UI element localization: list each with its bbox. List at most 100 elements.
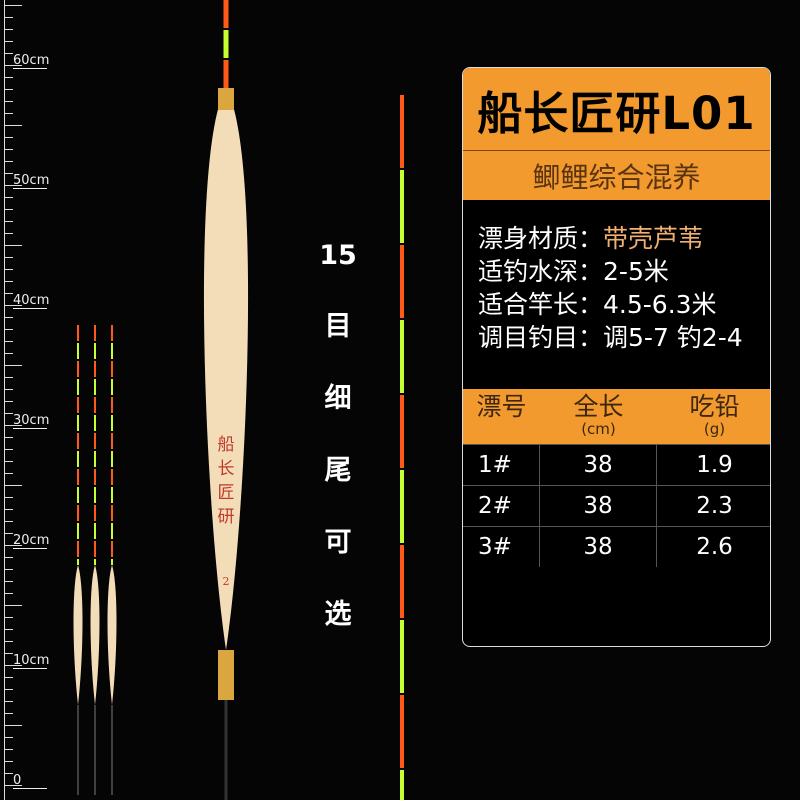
spec-label: 调目钓目：: [478, 323, 604, 352]
ruler-tick: [4, 677, 13, 678]
ruler-tick: [4, 413, 13, 414]
ruler-label: 10cm: [13, 652, 50, 669]
ruler-tick: [4, 233, 13, 234]
ruler-tick: [4, 17, 13, 18]
spec-item: 适合竿长：4.5-6.3米: [478, 288, 770, 321]
spec-item: 适钓水深：2-5米: [478, 255, 770, 288]
header-unit: (g): [703, 420, 726, 438]
ruler-tick: [4, 629, 13, 630]
ruler-tick: [4, 605, 22, 606]
cell: 1.9: [696, 452, 733, 478]
float-gold-band: [218, 650, 234, 700]
ruler-tick: [4, 749, 13, 750]
ruler-tick: [4, 449, 13, 450]
product-title: 船长匠研L01: [463, 68, 770, 151]
ruler-tick: [4, 161, 13, 162]
cell: 3#: [463, 527, 540, 567]
ruler-label-number: 40: [13, 293, 30, 308]
spec-value: 4.5-6.3米: [603, 290, 717, 319]
float-gold-band: [218, 88, 234, 110]
spec-value: 2-5米: [603, 257, 669, 286]
float-marking: 研: [218, 507, 235, 527]
ruler-tick: [4, 545, 22, 546]
ruler-tick: [4, 641, 13, 642]
cell: 38: [540, 486, 657, 526]
ruler-tick: [4, 245, 22, 246]
ruler-label-unit: cm: [29, 173, 50, 188]
ruler-tick: [4, 389, 13, 390]
ruler-tick: [4, 221, 13, 222]
ruler-tick: [4, 113, 13, 114]
ruler-tick: [4, 485, 22, 486]
ruler-tick: [4, 377, 13, 378]
ruler-scale: 0 10cm 20cm 30cm 40cm 50cm 60cm: [0, 0, 150, 800]
side-char: 15: [319, 240, 357, 271]
ruler-tick: [4, 533, 13, 534]
ruler-tick: [4, 569, 13, 570]
ruler-tick: [4, 173, 13, 174]
header-unit: (cm): [581, 420, 616, 438]
ruler-label-number: 10: [13, 653, 30, 668]
spec-value: 带壳芦苇: [603, 224, 704, 253]
ruler-tick: [4, 365, 22, 366]
ruler-tick: [4, 5, 22, 6]
small-float-body: [107, 565, 117, 705]
ruler-tick: [4, 257, 13, 258]
ruler-tick: [4, 185, 22, 186]
ruler-tick: [4, 497, 13, 498]
header-cell: 吃铅 (g): [657, 393, 770, 444]
ruler-label-number: 0: [13, 773, 22, 788]
cell: 38: [540, 527, 657, 567]
ruler-tick: [4, 341, 13, 342]
side-char: 尾: [324, 455, 352, 486]
ruler-tick: [4, 329, 13, 330]
ruler-tick: [4, 29, 13, 30]
spec-item: 漂身材质：带壳芦苇: [478, 222, 770, 255]
main-float-body: [203, 88, 249, 650]
float-marking: 2: [223, 575, 230, 588]
ruler-label: 50cm: [13, 172, 50, 189]
ruler-label-unit: cm: [29, 413, 50, 428]
table-header: 漂号 全长 (cm) 吃铅 (g): [463, 389, 770, 444]
ruler-tick: [4, 737, 13, 738]
ruler-tick: [4, 125, 22, 126]
ruler-tick: [4, 581, 13, 582]
ruler-tick: [4, 437, 13, 438]
ruler-tick: [4, 557, 13, 558]
spec-label: 适合竿长：: [478, 290, 604, 319]
ruler-tick: [4, 653, 13, 654]
ruler-tick: [4, 293, 13, 294]
table-row: 3# 38 2.6: [463, 526, 770, 567]
ruler-label-unit: cm: [29, 533, 50, 548]
ruler-label-unit: cm: [29, 293, 50, 308]
side-char: 选: [324, 599, 352, 630]
cell: 2.6: [696, 534, 733, 560]
ruler-tick: [4, 761, 13, 762]
float-marking: 匠: [218, 483, 235, 503]
small-float-body: [90, 565, 100, 705]
ruler-tick: [4, 89, 13, 90]
spec-label: 适钓水深：: [478, 257, 604, 286]
ruler-label: 30cm: [13, 412, 50, 429]
cell: 2#: [463, 486, 540, 526]
ruler-label-number: 20: [13, 533, 30, 548]
ruler-label: 20cm: [13, 532, 50, 549]
ruler-tick: [4, 209, 13, 210]
ruler-label-unit: cm: [29, 653, 50, 668]
ruler-tick: [4, 521, 13, 522]
ruler-tick: [4, 617, 13, 618]
side-char: 可: [324, 527, 352, 558]
cell: 38: [540, 445, 657, 485]
ruler-tick: [4, 713, 13, 714]
spec-item: 调目钓目：调5-7 钓2-4: [478, 321, 770, 354]
ruler-tick: [4, 701, 13, 702]
ruler-tick: [4, 401, 13, 402]
table-row: 2# 38 2.3: [463, 485, 770, 526]
cell: 2.3: [696, 493, 733, 519]
table-row: 1# 38 1.9: [463, 444, 770, 485]
side-caption: 15 目 细 尾 可 选: [318, 240, 358, 631]
ruler-tick: [4, 473, 13, 474]
cell: 1#: [463, 445, 540, 485]
spec-value: 调5-7 钓2-4: [603, 323, 743, 352]
